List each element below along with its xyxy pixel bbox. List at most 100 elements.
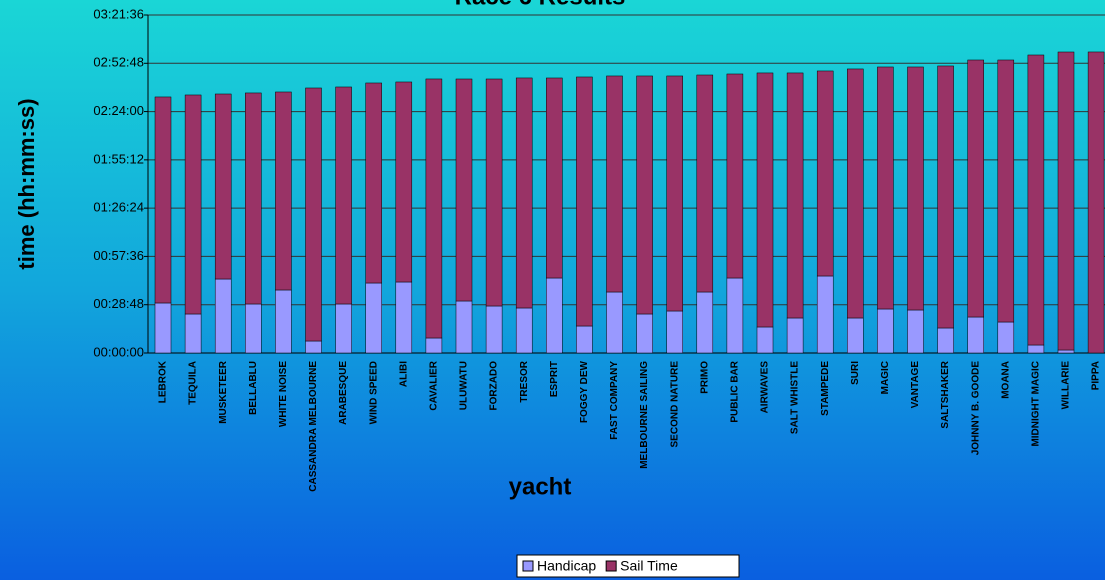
bar-segment	[696, 74, 714, 293]
bar-segment	[275, 289, 292, 354]
bar-segment	[245, 303, 262, 354]
x-tick-label: VANTAGE	[910, 361, 921, 409]
bar-segment	[515, 77, 533, 309]
bar-segment	[184, 313, 202, 354]
bar-segment	[726, 277, 744, 354]
x-tick-label: LEBROK	[158, 360, 169, 403]
x-tick-label: MOANA	[1000, 361, 1011, 399]
bar-segment	[365, 82, 382, 284]
bar-segment	[546, 77, 563, 279]
bar-segment	[666, 75, 683, 312]
bar-segment	[365, 282, 382, 354]
bar-segment	[184, 94, 202, 315]
bar-segment	[606, 75, 623, 293]
bar-segment	[1027, 344, 1045, 354]
x-tick-label: MUSKETEER	[218, 360, 229, 424]
bar-segment	[335, 86, 352, 305]
bar-segment	[214, 278, 232, 354]
bar-segment	[786, 317, 804, 354]
bar-segment	[847, 68, 864, 319]
legend: Handicap Sail Time	[516, 554, 740, 578]
y-axis-label: time (hh:mm:ss)	[14, 98, 39, 269]
bar-segment	[154, 302, 172, 354]
bar-segment	[636, 75, 653, 315]
bar-segment	[847, 317, 864, 354]
bar-segment	[997, 321, 1015, 354]
bar-segment	[576, 76, 593, 327]
bar-segment	[606, 291, 623, 354]
x-tick-label: JOHNNY B. GOODE	[970, 361, 981, 456]
bar-segment	[245, 92, 262, 305]
bar-segment	[576, 325, 593, 354]
bar-segment	[967, 316, 984, 354]
y-tick-label: 01:26:24	[93, 200, 144, 215]
x-tick-label: ARABESQUE	[338, 361, 349, 425]
x-tick-label: PRIMO	[699, 361, 710, 394]
bar-segment	[485, 305, 503, 354]
x-tick-label: PIPPA	[1091, 361, 1102, 390]
bar-segment	[967, 59, 984, 318]
y-tick-label: 00:00:00	[93, 344, 144, 359]
x-tick-label: ULUWATU	[459, 361, 470, 410]
chart-title: Race 6 Results	[455, 0, 626, 10]
bar-segment	[395, 281, 413, 354]
x-tick-label: BELLABLU	[248, 361, 259, 415]
x-tick-label: MELBOURNE SAILING	[639, 361, 650, 469]
x-tick-label: ESPRIT	[549, 361, 560, 397]
x-tick-label: SURI	[850, 361, 861, 385]
bar-segment	[425, 337, 443, 354]
bar-segment	[756, 72, 774, 328]
y-tick-label: 02:52:48	[93, 55, 144, 70]
legend-swatch	[522, 560, 534, 572]
bar-segment	[907, 309, 924, 354]
bar-segment	[275, 91, 292, 291]
bar-segment	[305, 87, 322, 342]
x-tick-label: SECOND NATURE	[669, 361, 680, 448]
y-tick-label: 00:28:48	[93, 296, 144, 311]
legend-box	[516, 554, 740, 578]
bar-segment	[425, 78, 443, 339]
x-tick-label: PUBLIC BAR	[730, 360, 741, 422]
bar-segment	[1057, 51, 1075, 351]
x-tick-label: FAST COMPANY	[609, 361, 620, 440]
x-tick-label: SALTSHAKER	[940, 360, 951, 428]
x-tick-label: WIND SPEED	[368, 361, 379, 424]
legend-label: Sail Time	[620, 558, 678, 574]
y-tick-label: 01:55:12	[93, 151, 144, 166]
bar-segment	[395, 81, 413, 283]
bar-segment	[816, 275, 834, 354]
bar-segment	[214, 93, 232, 280]
x-tick-label: ALIBI	[398, 361, 409, 387]
bar-segment	[546, 277, 563, 354]
bar-segment	[816, 70, 834, 277]
bar-segment	[1057, 349, 1075, 354]
x-tick-label: SALT WHISTLE	[790, 361, 801, 434]
x-tick-label: WILLARIE	[1061, 361, 1072, 410]
legend-label: Handicap	[537, 558, 596, 574]
bar-segment	[485, 78, 503, 307]
bar-segment	[726, 73, 744, 279]
x-tick-label: CASSANDRA MELBOURNE	[308, 361, 319, 492]
bar-segment	[786, 72, 804, 319]
bar-segment	[1087, 51, 1105, 354]
legend-swatch	[605, 560, 617, 572]
x-tick-label: STAMPEDE	[820, 361, 831, 416]
x-axis-label: yacht	[509, 473, 572, 500]
bar-segment	[1027, 54, 1045, 346]
bar-segment	[666, 310, 683, 354]
x-tick-label: FOGGY DEW	[579, 360, 590, 423]
x-tick-label: WHITE NOISE	[278, 361, 289, 427]
bar-segment	[937, 65, 954, 329]
bar-segment	[997, 59, 1015, 323]
bar-segment	[696, 291, 714, 354]
x-tick-label: MIDNIGHT MAGIC	[1031, 361, 1042, 447]
x-tick-label: CAVALIER	[429, 360, 440, 410]
bar-segment	[907, 66, 924, 311]
x-tick-label: MAGIC	[880, 361, 891, 394]
bar-segment	[636, 313, 653, 354]
bar-segment	[305, 340, 322, 354]
bar-segment	[877, 66, 894, 310]
bar-segment	[756, 326, 774, 354]
bar-segment	[515, 307, 533, 354]
